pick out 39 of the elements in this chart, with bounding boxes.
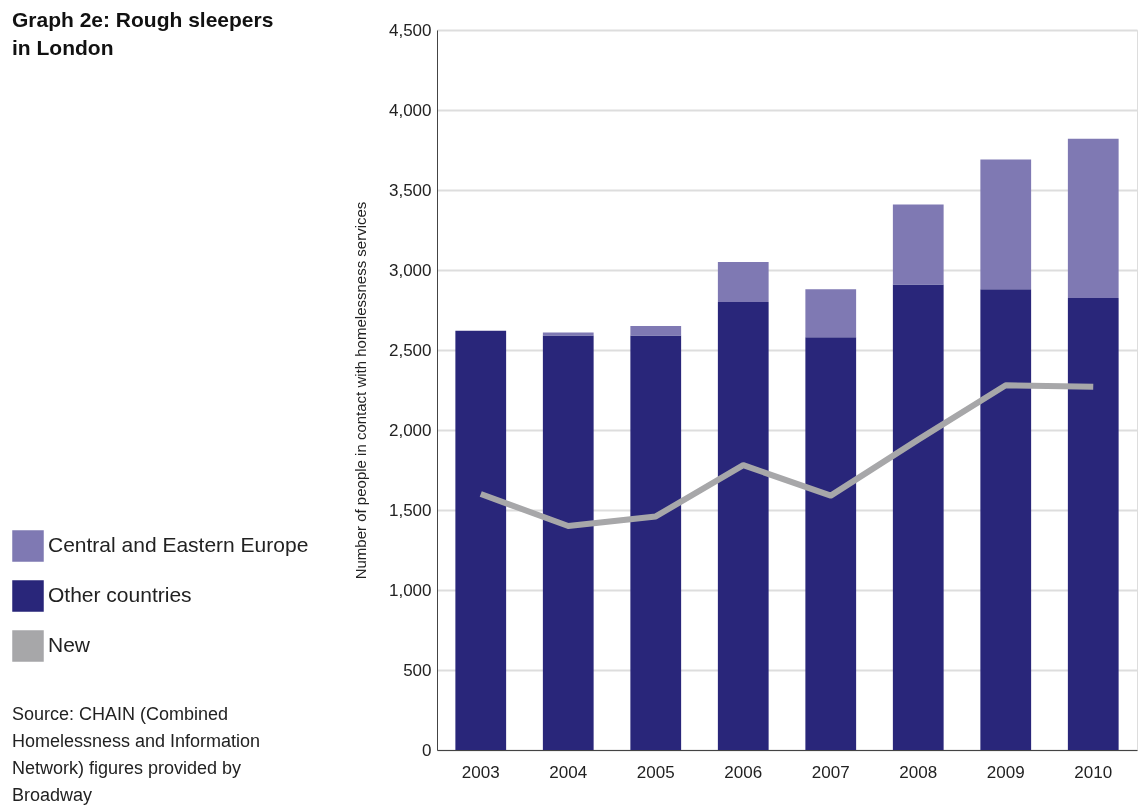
bar [542, 332, 594, 336]
bar [805, 337, 857, 750]
y-tick-label: 3,500 [388, 180, 432, 200]
bar [805, 289, 857, 338]
x-tick-label: 2009 [986, 762, 1025, 782]
y-tick-label: 4,500 [388, 20, 432, 40]
y-tick-label: 2,500 [388, 340, 432, 360]
bar [717, 302, 769, 750]
y-tick-label: 2,000 [388, 420, 432, 440]
legend-label: Other countries [48, 583, 192, 606]
x-tick-label: 2010 [1074, 762, 1113, 782]
y-tick-label: 4,000 [388, 100, 432, 120]
bar [980, 289, 1032, 750]
x-tick-label: 2005 [636, 762, 675, 782]
legend-label: Central and Eastern Europe [48, 533, 309, 556]
x-tick-label: 2003 [461, 762, 500, 782]
source-note: Source: CHAIN (Combined Homelessness and Information Network) figures provided by Broadway [12, 704, 261, 805]
y-tick-label: 500 [403, 660, 432, 680]
y-tick-label: 1,500 [388, 500, 432, 520]
bar [455, 330, 507, 750]
y-tick-label: 0 [422, 740, 432, 760]
x-tick-label: 2006 [724, 762, 763, 782]
text: Graph 2e: Rough sleepers in London [12, 8, 274, 59]
x-tick-label: 2008 [899, 762, 938, 782]
bar [1067, 298, 1119, 750]
bar [630, 335, 682, 750]
legend-label: New [48, 633, 91, 656]
bar [542, 335, 594, 750]
bar [1067, 138, 1119, 298]
y-axis-title: Number of people in contact with homelessness services [351, 201, 369, 580]
x-tick-label: 2007 [811, 762, 850, 782]
bar [892, 284, 944, 750]
x-tick-label: 2004 [549, 762, 588, 782]
y-tick-label: 3,000 [388, 260, 432, 280]
bar [717, 262, 769, 302]
bar [980, 159, 1032, 290]
y-tick-label: 1,000 [388, 580, 432, 600]
bar [630, 326, 682, 336]
bar [892, 204, 944, 285]
